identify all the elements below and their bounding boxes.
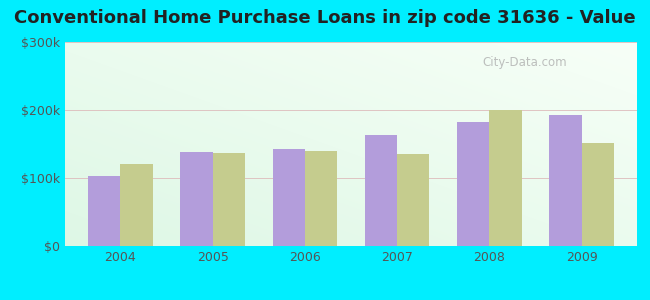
Bar (397, 154, 430, 246)
Bar (120, 164, 153, 246)
Bar (582, 142, 614, 246)
Bar (213, 153, 245, 246)
Bar (549, 116, 582, 246)
Text: Conventional Home Purchase Loans in zip code 31636 - Value: Conventional Home Purchase Loans in zip … (14, 9, 636, 27)
Bar (305, 151, 337, 246)
Bar (457, 122, 489, 246)
Bar (180, 152, 213, 246)
Bar (88, 176, 120, 246)
Bar (272, 149, 305, 246)
Bar (365, 135, 397, 246)
Text: City-Data.com: City-Data.com (482, 56, 567, 69)
Bar (489, 110, 522, 246)
